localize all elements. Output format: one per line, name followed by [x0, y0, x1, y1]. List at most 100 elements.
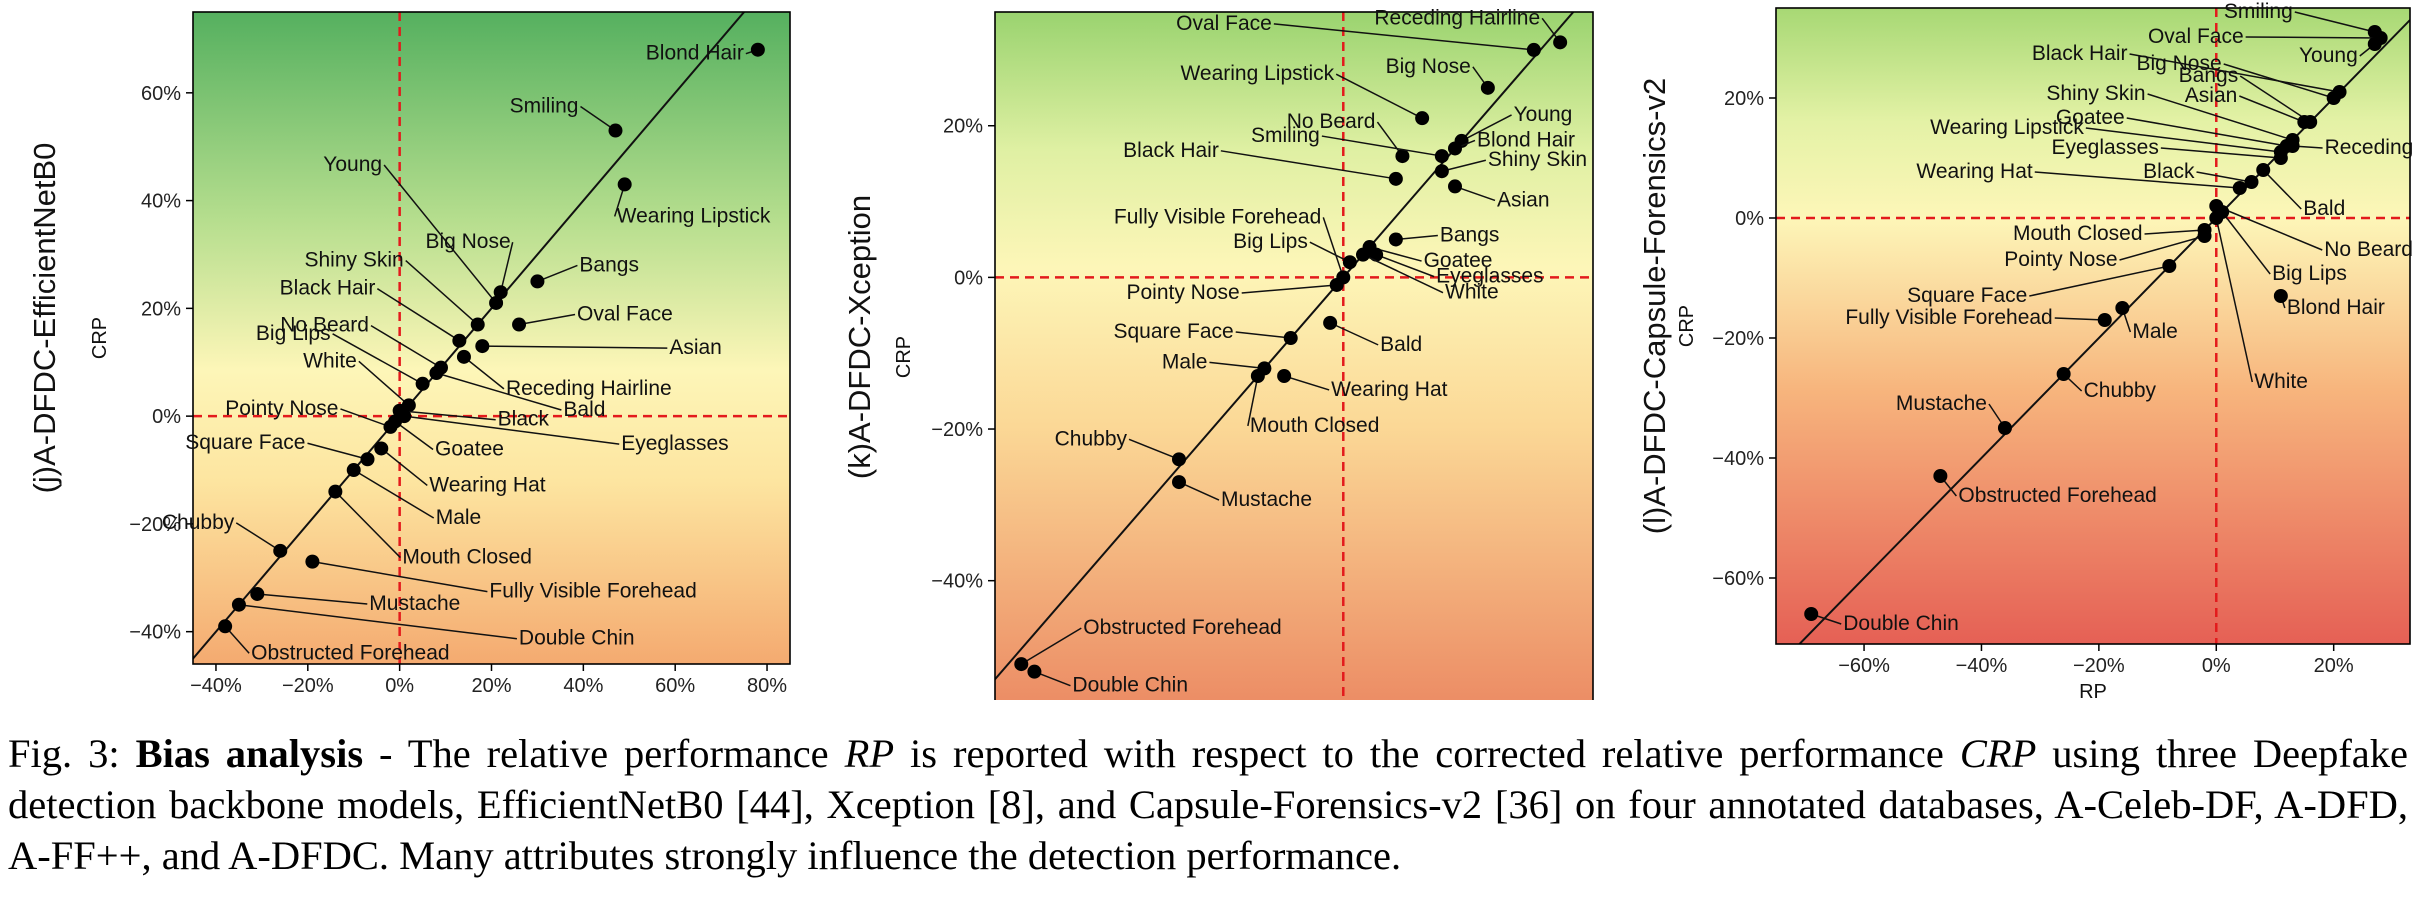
leader-line-bangs: [1395, 234, 1438, 241]
point-label-young: Young: [323, 153, 382, 176]
leader-line-wearing-hat: [2034, 171, 2240, 189]
point-label-eyeglasses: Eyeglasses: [2051, 136, 2158, 159]
leader-line-no-beard: [1376, 121, 1404, 157]
point-bangs: [530, 274, 545, 289]
leader-line-oval-face: [518, 313, 576, 326]
point-label-double-chin: Double Chin: [1072, 674, 1188, 697]
point-label-big-nose: Big Nose: [425, 230, 510, 253]
point-label-shiny-skin: Shiny Skin: [2046, 82, 2145, 105]
point-label-shiny-skin: Shiny Skin: [1488, 148, 1587, 171]
point-label-goatee: Goatee: [435, 438, 504, 461]
leader-line-smiling: [2294, 11, 2375, 33]
leader-line-obstructed-forehead: [1020, 627, 1082, 665]
leader-line-square-face: [2029, 265, 2170, 297]
point-fully-visible-forehead: [305, 554, 320, 569]
plot-frame: [1775, 7, 2411, 645]
point-mustache: [1997, 421, 2012, 435]
x-tick-label: 20%: [471, 675, 511, 697]
point-young: [2367, 37, 2382, 51]
x-tick-label: −40%: [190, 675, 242, 697]
x-tick-label: 20%: [2314, 655, 2354, 677]
point-big-nose: [493, 285, 508, 300]
y-tick-label: 0%: [954, 267, 983, 289]
point-square-face: [1283, 331, 1298, 346]
point-label-pointy-nose: Pointy Nose: [2004, 248, 2117, 271]
point-big-nose: [1480, 80, 1495, 95]
point-obstructed-forehead: [1014, 657, 1029, 672]
x-tick-label: −20%: [2073, 655, 2125, 677]
point-black: [2244, 175, 2259, 189]
point-smiling: [608, 123, 623, 138]
plot-background: [193, 12, 790, 664]
leader-line-goatee: [394, 420, 434, 451]
point-label-oval-face: Oval Face: [2148, 25, 2244, 48]
leader-line-black-hair: [376, 288, 460, 342]
diagonal-line: [1798, 18, 2410, 644]
point-pointy-nose: [1329, 277, 1344, 292]
leader-line-big-lips: [1309, 241, 1351, 263]
leader-line-wearing-hat: [380, 447, 428, 487]
y-tick-label: 20%: [943, 116, 983, 138]
leader-line-shiny-skin: [2147, 93, 2293, 141]
plot-background: [995, 12, 1593, 700]
point-label-obstructed-forehead: Obstructed Forehead: [1958, 484, 2156, 507]
y-axis-label: CRP: [893, 336, 915, 378]
point-label-double-chin: Double Chin: [519, 627, 635, 650]
panel-efficientnetb0: −40% −20% 0% 20% 40% 60% 80% −40% −20% 0% 20% 40% 60…: [27, 11, 791, 697]
point-label-young: Young: [2299, 44, 2358, 67]
point-label-shiny-skin: Shiny Skin: [305, 249, 404, 272]
point-oval-face: [1526, 42, 1541, 57]
point-label-asian: Asian: [1497, 188, 1550, 211]
leader-line-young: [383, 164, 497, 304]
leader-line-mouth-closed: [334, 491, 401, 559]
point-label-smiling: Smiling: [1251, 124, 1320, 147]
point-black-hair: [2332, 85, 2347, 99]
point-label-receding-hairline: Receding Hairline: [2325, 136, 2416, 159]
point-black-hair: [1388, 171, 1403, 186]
point-shiny-skin: [470, 317, 485, 332]
point-label-bangs: Bangs: [1440, 223, 1500, 246]
leader-line-white: [2215, 217, 2254, 383]
caption-text-1: - The relative performance: [363, 731, 845, 776]
point-double-chin: [231, 597, 246, 612]
y-tick-label: 60%: [141, 83, 181, 105]
plot-frame: [994, 11, 1594, 700]
point-asian: [1448, 179, 1462, 194]
point-label-fully-visible-forehead: Fully Visible Forehead: [489, 580, 696, 603]
leader-line-asian: [482, 345, 668, 349]
leader-line-square-face: [1235, 331, 1291, 339]
leader-line-asian: [1454, 185, 1496, 202]
point-label-chubby: Chubby: [162, 511, 235, 534]
point-no-beard: [1395, 149, 1410, 164]
point-label-black-hair: Black Hair: [1123, 139, 1219, 162]
point-young: [489, 295, 504, 310]
point-label-square-face: Square Face: [185, 431, 305, 454]
point-label-receding-hairline: Receding Hairline: [506, 377, 672, 400]
point-label-goatee: Goatee: [1424, 249, 1493, 272]
caption-crp: CRP: [1959, 731, 2037, 776]
point-pointy-nose: [2197, 229, 2212, 243]
point-mustache: [1172, 475, 1186, 490]
point-label-mustache: Mustache: [1896, 392, 1987, 415]
leader-line-wearing-hat: [1283, 375, 1330, 391]
point-obstructed-forehead: [218, 619, 233, 634]
leader-line-chubby: [1128, 438, 1180, 461]
y-tick-label: −60%: [1712, 568, 1764, 590]
leader-line-double-chin: [238, 603, 518, 640]
x-tick-label: −20%: [282, 675, 334, 697]
point-label-smiling: Smiling: [510, 95, 579, 118]
point-wearing-hat: [374, 441, 389, 456]
leader-line-wearing-lipstick: [1335, 73, 1423, 119]
point-chubby: [1172, 452, 1186, 467]
leader-line-pointy-nose: [1241, 284, 1337, 294]
leader-line-black-hair: [1220, 150, 1396, 180]
panel-xception: −40%−20%0%20%−40%−20%0%20%RPCRP(k)A-DFDC…: [842, 6, 1594, 700]
point-label-bangs: Bangs: [2179, 64, 2239, 87]
leader-line-bald: [2262, 169, 2302, 210]
caption-fig-label: Fig. 3:: [8, 731, 120, 776]
y-tick-label: 20%: [1724, 88, 1764, 110]
point-label-square-face: Square Face: [1907, 284, 2027, 307]
leader-line-white: [358, 360, 410, 406]
point-label-wearing-lipstick: Wearing Lipstick: [617, 204, 771, 227]
leader-line-shiny-skin: [1441, 159, 1487, 172]
